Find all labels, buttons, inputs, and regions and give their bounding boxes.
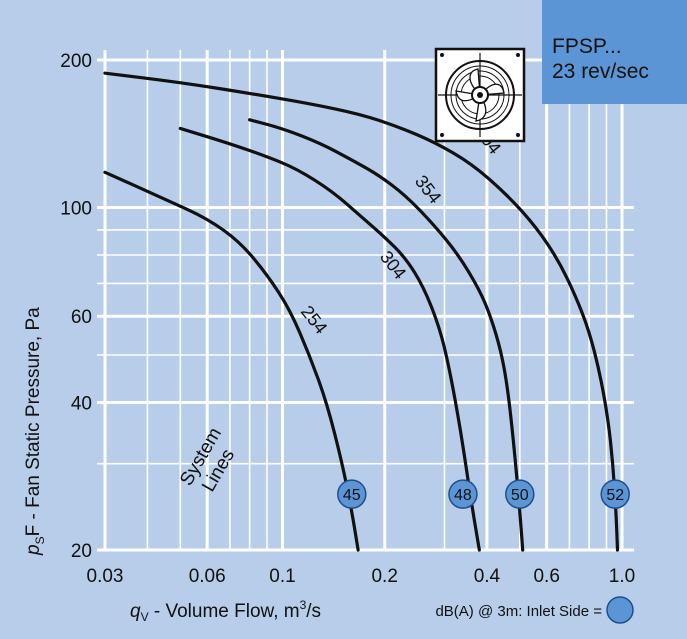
- gridlines: [97, 50, 634, 552]
- x-tick-label: 0.2: [371, 566, 397, 587]
- footer-legend-text: dB(A) @ 3m: Inlet Side =: [435, 603, 602, 620]
- x-axis-label-text: - Volume Flow, m: [149, 601, 300, 622]
- x-axis-label: qV - Volume Flow, m3/s: [130, 598, 321, 624]
- x-tick-label: 0.03: [87, 566, 124, 587]
- fan-curve-354: [248, 118, 525, 552]
- x-tick-labels: 0.03 0.06 0.1 0.2 0.4 0.6 1.0: [87, 566, 636, 587]
- x-tick-label: 0.06: [189, 566, 226, 587]
- db-badge-label-52: 52: [606, 487, 624, 504]
- db-badge-52: [600, 479, 630, 509]
- x-axis-label-sub: V: [141, 610, 149, 624]
- fan-curve-254: [103, 170, 360, 552]
- x-axis-label-unit: /s: [306, 601, 321, 622]
- db-badge-48: [448, 479, 478, 509]
- db-badge-label-45: 45: [343, 487, 361, 504]
- y-axis-label-var: p: [23, 544, 44, 556]
- footer-legend-badge: [606, 596, 634, 624]
- db-badge-label-48: 48: [454, 487, 472, 504]
- y-tick-labels: 20 40 60 100 200: [60, 51, 92, 562]
- db-badge-50: [505, 479, 535, 509]
- axial-fan-icon: [434, 47, 526, 143]
- title-box: FPSP... 23 rev/sec: [542, 0, 687, 104]
- db-badge-label-50: 50: [511, 487, 529, 504]
- y-axis-label: pSF - Fan Static Pressure, Pa: [23, 307, 47, 556]
- y-tick-label: 60: [71, 307, 92, 328]
- y-tick-label: 100: [60, 199, 92, 220]
- fan-curve-304: [178, 126, 481, 552]
- x-axis-label-sup: 3: [300, 598, 307, 612]
- x-tick-label: 1.0: [609, 566, 635, 587]
- x-tick-label: 0.6: [533, 566, 559, 587]
- y-tick-label: 20: [71, 541, 92, 562]
- y-axis-label-text: F - Fan Static Pressure, Pa: [23, 307, 44, 537]
- fan-curve-404: [103, 71, 620, 552]
- chart-title-line1: FPSP...: [552, 35, 622, 58]
- x-axis-label-var: q: [130, 601, 141, 622]
- x-tick-label: 0.1: [269, 566, 295, 587]
- chart-title-line2: 23 rev/sec: [552, 60, 649, 83]
- x-tick-label: 0.4: [474, 566, 501, 587]
- db-badge-45: [337, 479, 367, 509]
- y-tick-label: 40: [71, 393, 92, 414]
- y-tick-label: 200: [60, 51, 92, 72]
- y-axis-label-sub: S: [33, 536, 47, 544]
